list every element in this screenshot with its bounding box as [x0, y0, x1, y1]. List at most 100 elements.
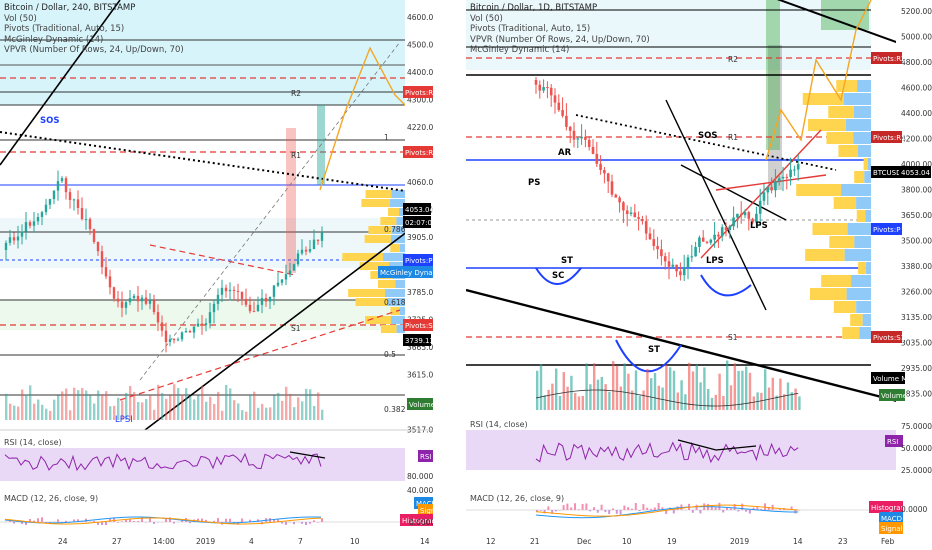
left-candle	[296, 253, 300, 265]
right-price-axis-tick: 4200.00	[901, 135, 932, 144]
left-candle	[16, 236, 20, 241]
rsi-axis-80: 80.0000	[407, 472, 433, 481]
right-volume-bar	[680, 380, 683, 410]
right-volume-bar	[657, 385, 660, 410]
right-volume-bar	[714, 394, 717, 410]
left-candle	[152, 300, 156, 313]
macd-histogram-bar	[205, 519, 207, 522]
left-candle	[96, 241, 100, 252]
right-macd-histogram-bar	[570, 507, 573, 510]
left-candle	[92, 229, 96, 242]
right-volume-bar	[570, 375, 573, 410]
macd-histogram-bar	[321, 518, 323, 522]
macd-histogram-bar	[181, 520, 183, 522]
right-macd-histogram-bar	[756, 506, 759, 510]
price-axis-tick: 4060.00	[407, 178, 433, 187]
left-legend-vpvr: VPVR (Number Of Rows, 24, Up/Down, 70)	[4, 45, 184, 56]
volume-bar	[105, 391, 108, 420]
macd-histogram-bar	[153, 522, 155, 524]
red-dash-trend-a	[149, 244, 296, 276]
macd-histogram-bar	[129, 518, 131, 522]
right-tag-signal-bg	[879, 522, 903, 534]
macd-histogram-bar	[313, 520, 315, 522]
right-tag-macd: MACD	[881, 515, 902, 523]
right-macd-histogram-bar	[764, 503, 766, 510]
right-tag-symbol: BTCUSD	[873, 169, 902, 177]
right-macd-histogram-bar	[574, 503, 576, 510]
volume-bar	[121, 400, 124, 420]
right-volume-bar	[798, 396, 801, 410]
right-candle	[796, 164, 800, 170]
macd-histogram-bar	[117, 522, 119, 523]
right-price-axis-tick: 3260.00	[901, 288, 932, 297]
macd-histogram-bar	[217, 518, 219, 522]
volume-bar	[301, 401, 304, 420]
right-macd-histogram-bar	[710, 505, 713, 510]
right-annotation-ps: PS	[528, 178, 540, 188]
right-macd-histogram-bar	[581, 503, 584, 510]
right-macd-histogram-bar	[608, 510, 611, 515]
vpvr-up-bar	[390, 307, 400, 315]
right-rsi-title: RSI (14, close)	[470, 420, 528, 429]
rsi-trendline	[289, 451, 326, 459]
right-vpvr-up-bar	[812, 223, 848, 235]
right-vpvr-down-bar	[844, 249, 871, 261]
vpvr-up-bar	[359, 262, 390, 270]
right-candle	[667, 261, 671, 267]
right-macd-histogram-bar	[536, 510, 538, 512]
right-chart-canvas[interactable]: PS AR ST SC SOS LPS LPS ST R2 R1 S1 5200.00 5000.00 4…	[466, 0, 932, 550]
right-volume-bar	[748, 372, 752, 410]
left-candle	[132, 295, 136, 299]
left-candle	[56, 181, 60, 191]
right-candle	[637, 217, 640, 219]
right-legend-title: Bitcoin / Dollar, 1D, BITSTAMP	[470, 3, 598, 13]
right-legend-pivots: Pivots (Traditional, Auto, 15)	[470, 24, 591, 35]
right-candle	[758, 200, 762, 214]
right-macd-histogram-bar	[661, 507, 664, 510]
right-price-axis-tick: 2835.00	[901, 390, 932, 399]
right-annotation-sc: SC	[552, 271, 564, 281]
right-vpvr-down-bar	[865, 210, 871, 222]
right-vpvr-up-bar	[828, 106, 854, 118]
right-candle	[557, 102, 561, 111]
channel-line-lower	[144, 221, 421, 431]
right-tag-rsi: RSI	[887, 438, 898, 446]
right-price-axis-tick: 4400.00	[901, 109, 932, 118]
volume-bar	[101, 394, 104, 420]
time-axis-label: 14:00	[153, 537, 175, 546]
left-candle	[268, 296, 272, 302]
right-tag-pivot-p: Pivots:P	[873, 226, 900, 234]
tag-pivot-s1-bg	[403, 319, 433, 331]
left-legend: Bitcoin / Dollar, 240, BITSTAMP Vol (50)…	[4, 3, 184, 56]
right-rsi-trendline	[677, 439, 757, 451]
right-vpvr-down-bar	[868, 158, 871, 170]
tag-last-price: 4053.04	[405, 206, 433, 214]
right-time-axis-label: 12	[486, 537, 496, 546]
right-red-channel-b	[715, 174, 827, 191]
vpvr-up-bar	[365, 190, 392, 198]
volume-bar	[125, 392, 128, 420]
left-candle	[48, 199, 52, 205]
right-candle	[671, 264, 675, 267]
left-candle	[236, 290, 240, 292]
right-macd-title: MACD (12, 26, close, 9)	[470, 494, 565, 503]
right-price-axis-bg	[896, 0, 932, 420]
macd-histogram-bar	[149, 517, 151, 522]
right-tag-last-price: 4053.04	[901, 169, 930, 177]
right-candle	[766, 187, 770, 193]
right-vpvr-up-bar	[805, 249, 845, 261]
volume-bar	[181, 394, 184, 420]
volume-bar	[85, 390, 88, 420]
volume-bar	[249, 394, 252, 420]
left-chart-pane[interactable]: SOSLPSI1.27210.7860.6180.50.382R2R1S1460…	[0, 0, 433, 550]
left-chart-canvas[interactable]: SOSLPSI1.27210.7860.6180.50.382R2R1S1460…	[0, 0, 433, 550]
right-volume-bar	[638, 395, 641, 410]
right-candle	[629, 212, 633, 214]
right-candle	[648, 233, 652, 240]
right-volume-bar	[547, 389, 550, 410]
left-candle	[120, 301, 124, 308]
right-volume-bar	[536, 370, 539, 410]
pane-divider	[433, 0, 466, 550]
tag-pivot-p-bg	[403, 254, 433, 266]
right-chart-pane[interactable]: PS AR ST SC SOS LPS LPS ST R2 R1 S1 5200.00 5000.00 4…	[466, 0, 932, 550]
